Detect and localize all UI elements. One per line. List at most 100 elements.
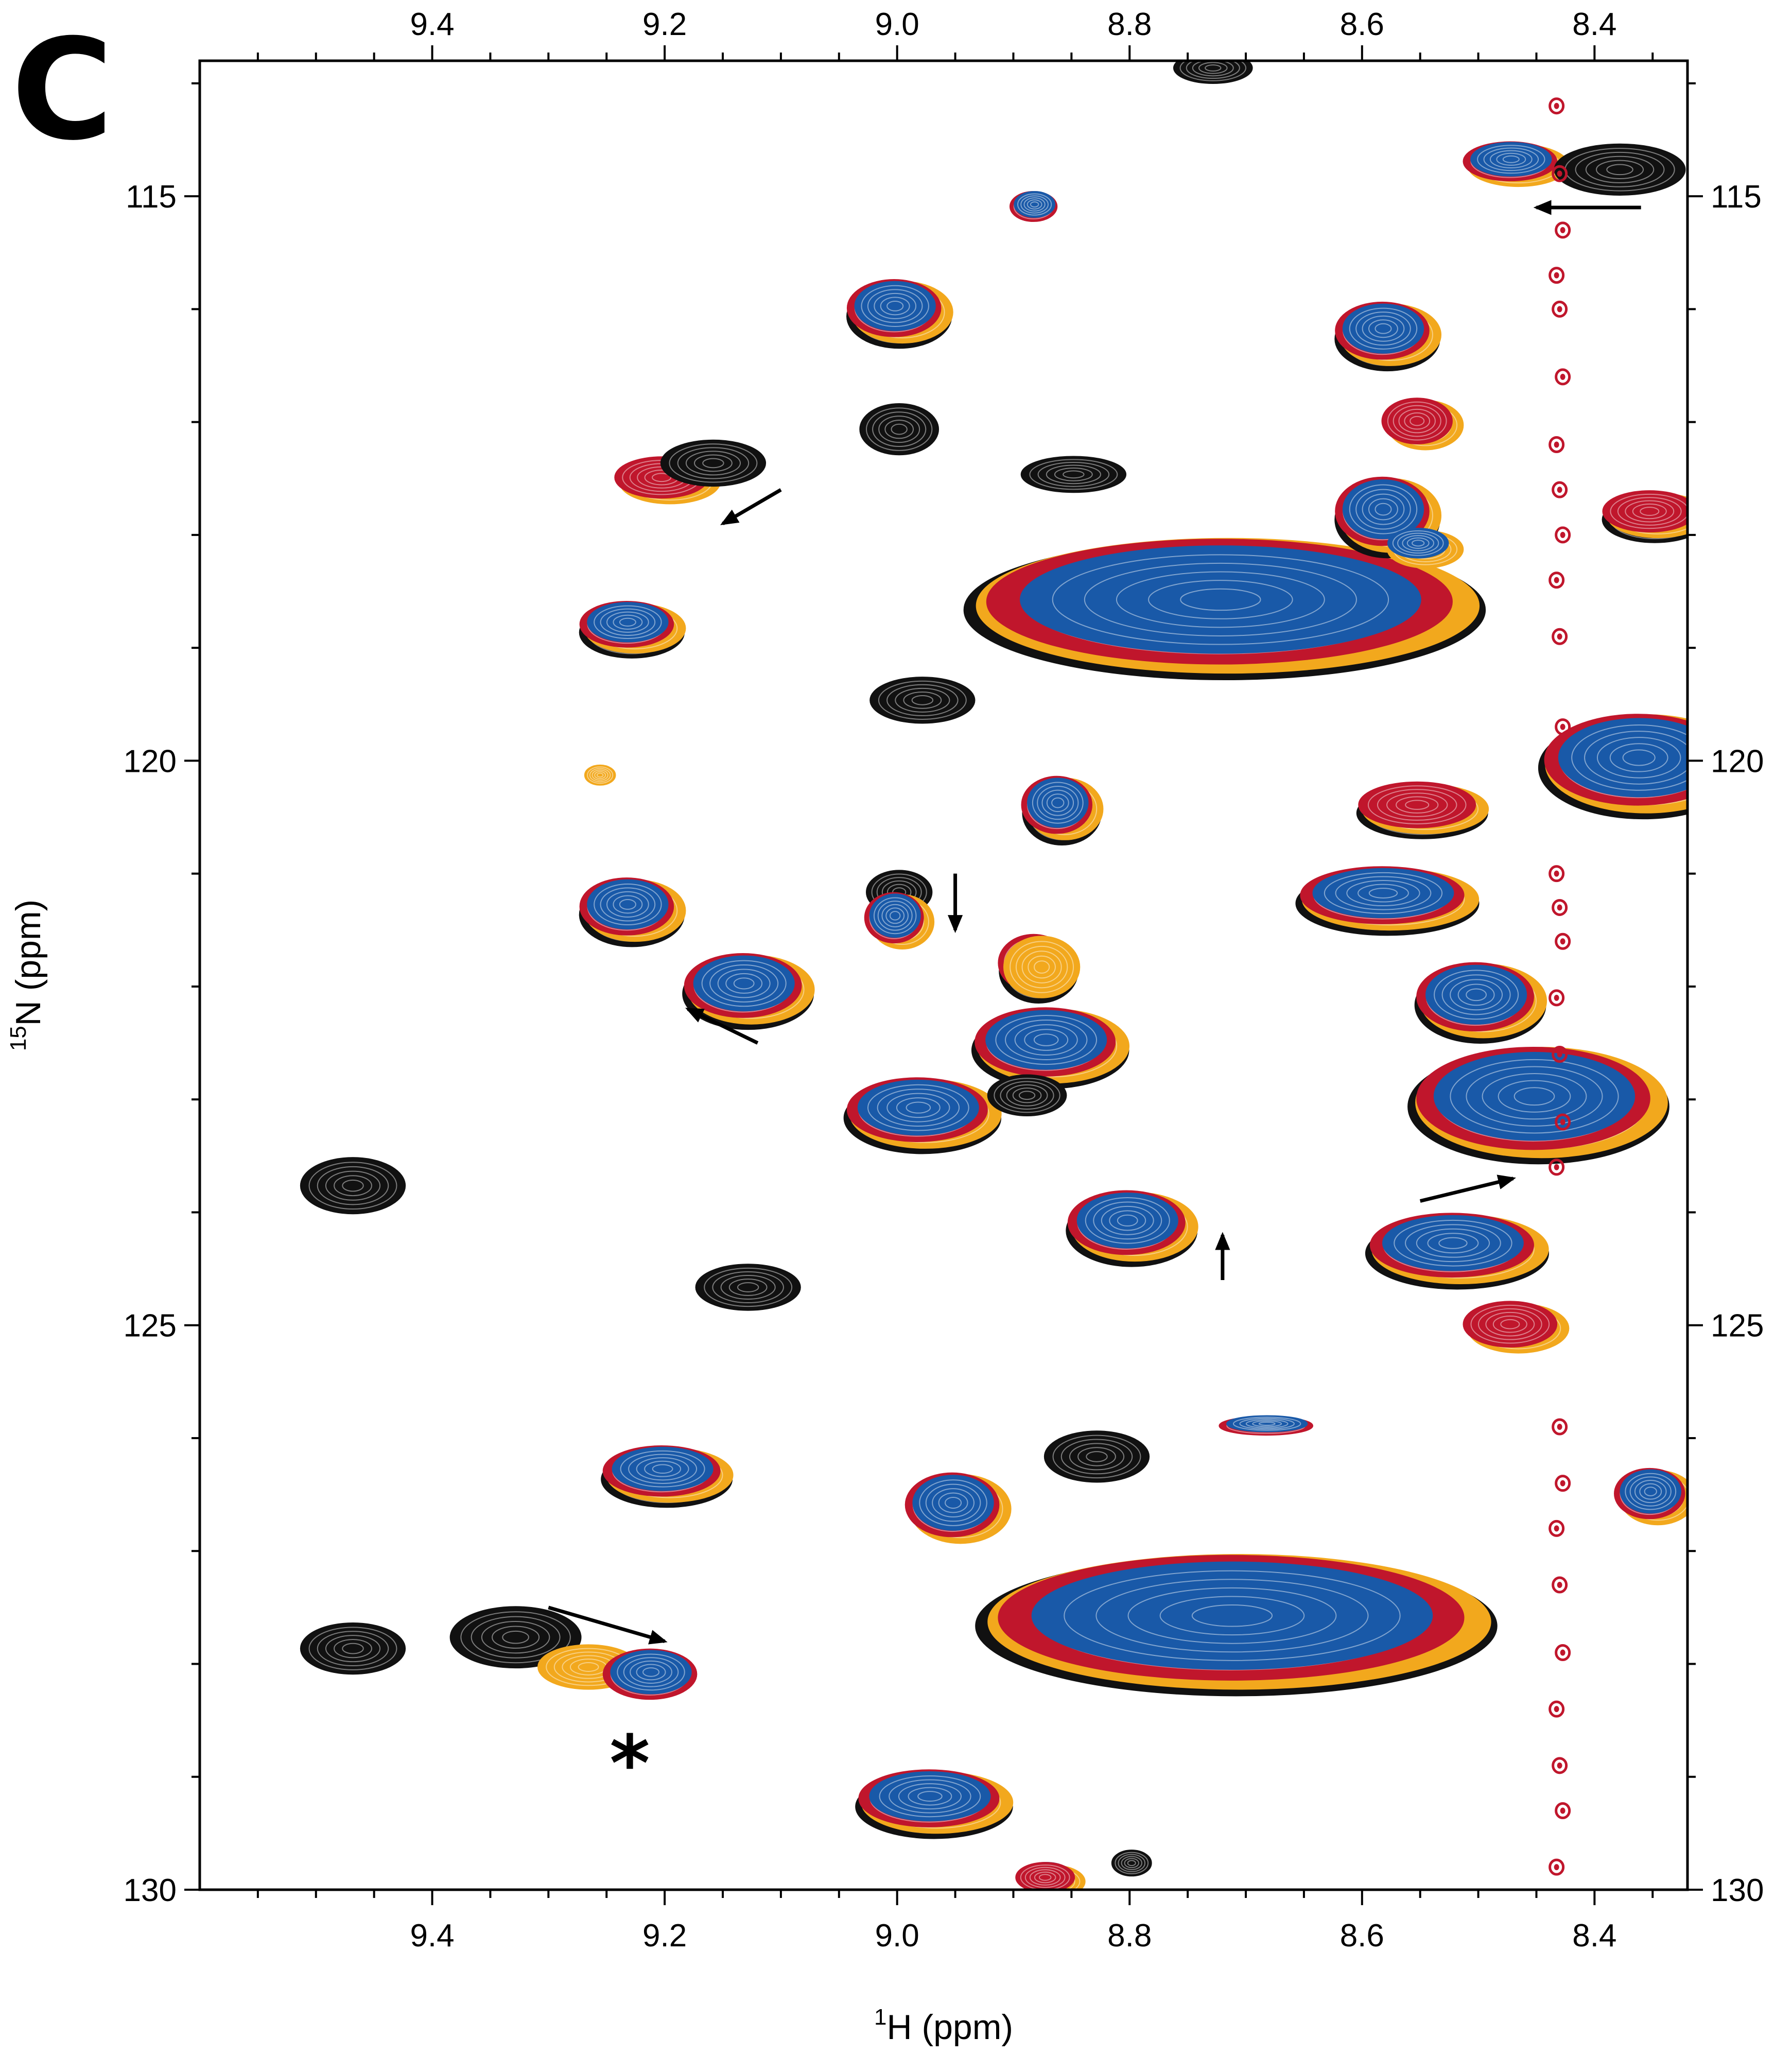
streak-contour (1555, 1644, 1571, 1662)
contour-line-blue (644, 1460, 682, 1477)
streak-contour-core (1554, 994, 1559, 1001)
contour-line-blue (709, 964, 779, 1003)
contour-line-black (334, 1638, 372, 1659)
streak-contour-core (1557, 904, 1562, 911)
streak-contour (1549, 436, 1565, 453)
streak-contour-core (1557, 1582, 1562, 1588)
contour-black (1111, 1850, 1152, 1877)
contour-blue (1226, 1415, 1308, 1432)
contour-line-blue (1191, 1604, 1273, 1627)
contour-blue (1620, 1469, 1682, 1514)
contour-line-blue (873, 897, 917, 935)
streak-contour (1552, 165, 1568, 182)
contour-line-blue (885, 907, 905, 924)
contour-red (1015, 1862, 1075, 1890)
contour-line-blue (896, 1097, 941, 1118)
peak (1407, 1047, 1669, 1165)
contour-line-black (492, 1626, 540, 1649)
peak (998, 934, 1081, 1004)
peak (1334, 301, 1442, 372)
contour-line-blue (1466, 1066, 1603, 1127)
streak-contour-core (1560, 373, 1565, 380)
contour-line-black (334, 1175, 372, 1197)
contour-line-black (481, 1621, 550, 1654)
x-axis-bottom: 9.4 9.2 9.0 8.8 8.6 8.4 (256, 1890, 1654, 1954)
streak-contour-core (1554, 870, 1559, 877)
contour-line-blue (636, 1457, 689, 1481)
streak-contour-core (1560, 938, 1565, 945)
y-tick-label-right: 115 (1711, 179, 1762, 215)
contour-line-blue (880, 297, 910, 316)
peak (1066, 1190, 1198, 1267)
contour-black (987, 1074, 1067, 1117)
contour-blue (587, 602, 669, 643)
contour-blue (1425, 964, 1527, 1025)
contour-line-blue (995, 1015, 1098, 1065)
contour-line-blue (1109, 1210, 1146, 1231)
contour-line-blue (1032, 782, 1084, 824)
streak-contour (1555, 1113, 1571, 1131)
contour-line-red (1405, 800, 1430, 810)
contour-line-blue (1014, 1024, 1078, 1056)
contour-line-blue (917, 1791, 943, 1802)
contour-blue (1076, 1193, 1178, 1249)
contour-black (869, 677, 976, 724)
contour-line-blue (1046, 793, 1069, 813)
contour-line-red (1020, 1864, 1070, 1890)
x-tick-label: 8.4 (1572, 1918, 1616, 1954)
contour-line-blue (1148, 580, 1293, 619)
contour-line-orange (578, 1662, 599, 1672)
contour-line-red (1377, 789, 1457, 821)
peak (602, 1648, 698, 1700)
contour-line-blue (945, 1496, 962, 1509)
contour-line-blue (1355, 489, 1411, 530)
streak-contour (1549, 989, 1565, 1007)
contour-blue (612, 1446, 714, 1491)
streak-contour (1549, 1519, 1565, 1537)
contour-line-blue (886, 300, 904, 312)
contour-orange (1003, 936, 1081, 998)
streak-contour (1552, 628, 1568, 645)
contour-line-black (720, 1275, 776, 1300)
contour-line-red (1034, 1871, 1056, 1884)
peak (660, 439, 767, 487)
y-tick-label-right: 125 (1711, 1308, 1764, 1344)
contour-line-blue (1335, 876, 1432, 910)
streak-contour (1555, 526, 1571, 544)
contour-line-red (1610, 493, 1687, 529)
contour-line-black (1179, 61, 1247, 81)
peak (1009, 191, 1058, 222)
streak-contour (1549, 1159, 1565, 1176)
contour-line-blue (861, 285, 929, 327)
contour-line-black (903, 691, 942, 709)
contour-line-blue (1571, 724, 1687, 791)
contour-line-red (1617, 497, 1682, 526)
peak (1173, 61, 1253, 84)
peak (1463, 1301, 1570, 1354)
contour-line-blue (1434, 970, 1519, 1020)
contour-line-blue (1116, 571, 1325, 628)
contour-line-black (865, 407, 933, 451)
contour-line-blue (1093, 1201, 1162, 1240)
contour-line-blue (1017, 193, 1052, 216)
shift-arrow (548, 1605, 668, 1645)
contour-line-black (677, 447, 750, 479)
contour-line-black (1205, 64, 1222, 72)
streak-contour (1552, 300, 1568, 318)
contour-peaks (300, 61, 1687, 1890)
contour-blue (1312, 868, 1454, 919)
contour-line-blue (1064, 1570, 1401, 1661)
peak (579, 877, 686, 947)
contour-line-blue (932, 1488, 975, 1517)
contour-line-black (460, 1611, 571, 1664)
peak (987, 1074, 1067, 1117)
peak (579, 600, 686, 659)
contour-line-black (1186, 61, 1240, 79)
streak-contour-core (1554, 1525, 1559, 1532)
contour-line-black (1077, 1447, 1116, 1466)
peak (963, 538, 1486, 681)
streak-contour (1549, 1700, 1565, 1718)
contour-line-blue (701, 960, 787, 1007)
contour-line-blue (1020, 195, 1049, 214)
contour-line-blue (623, 1657, 679, 1687)
